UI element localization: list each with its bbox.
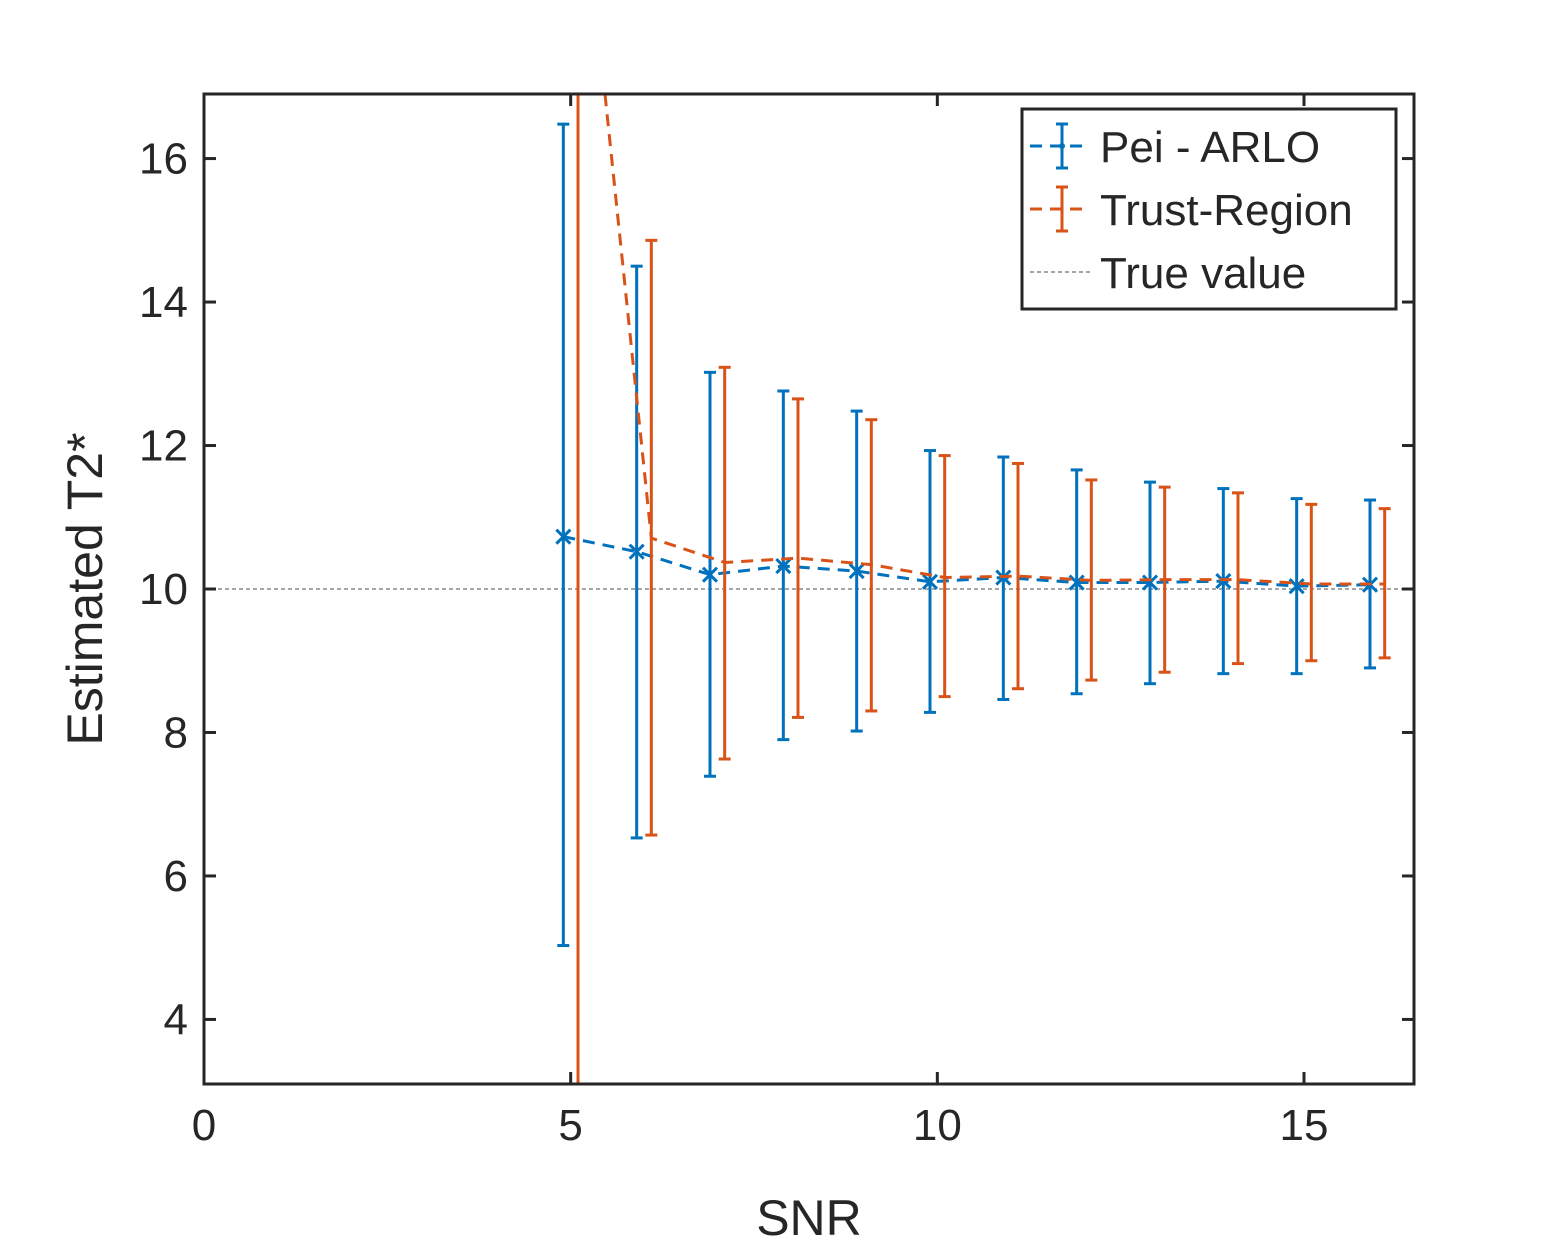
y-tick-label: 4 [164,995,188,1044]
x-tick-label: 5 [558,1101,582,1150]
legend-label: True value [1100,249,1306,298]
data-point [555,528,572,545]
y-axis-label: Estimated T2* [57,432,113,745]
data-point [628,543,645,560]
y-tick-label: 14 [139,278,188,327]
legend-marker [1059,143,1065,149]
data-point [921,573,939,590]
ticks: 0 5 10 15 4 6 8 10 12 14 16 [139,94,1414,1150]
x-tick-label: 0 [192,1101,216,1150]
legend-label: Pei - ARLO [1100,123,1320,172]
legend-label: Trust-Region [1100,186,1353,235]
y-tick-label: 6 [164,852,188,901]
series-line [603,94,1385,586]
legend-box [1020,107,1398,311]
data-point [848,563,865,580]
y-tick-label: 12 [139,422,188,471]
legend-entry-tr: Trust-Region [1030,185,1353,235]
y-tick-label: 16 [139,135,188,184]
legend: Pei - ARLO Trust-Region True value [1020,107,1398,311]
x-axis-label: SNR [756,1190,862,1246]
y-tick-label: 10 [139,565,188,614]
legend-entry-pei: Pei - ARLO [1030,122,1320,172]
data-point [1288,578,1305,595]
data-point [1141,574,1159,591]
series-line [563,535,1371,588]
data-point [1068,574,1085,591]
data-point [775,557,792,575]
y-tick-label: 8 [164,708,188,757]
series-layer [555,94,1391,1084]
x-tick-label: 10 [913,1101,962,1150]
x-tick-label: 15 [1280,1101,1329,1150]
legend-entry-ref: True value [1030,249,1306,298]
data-point [701,566,719,583]
series-trust-region [572,94,1391,1084]
